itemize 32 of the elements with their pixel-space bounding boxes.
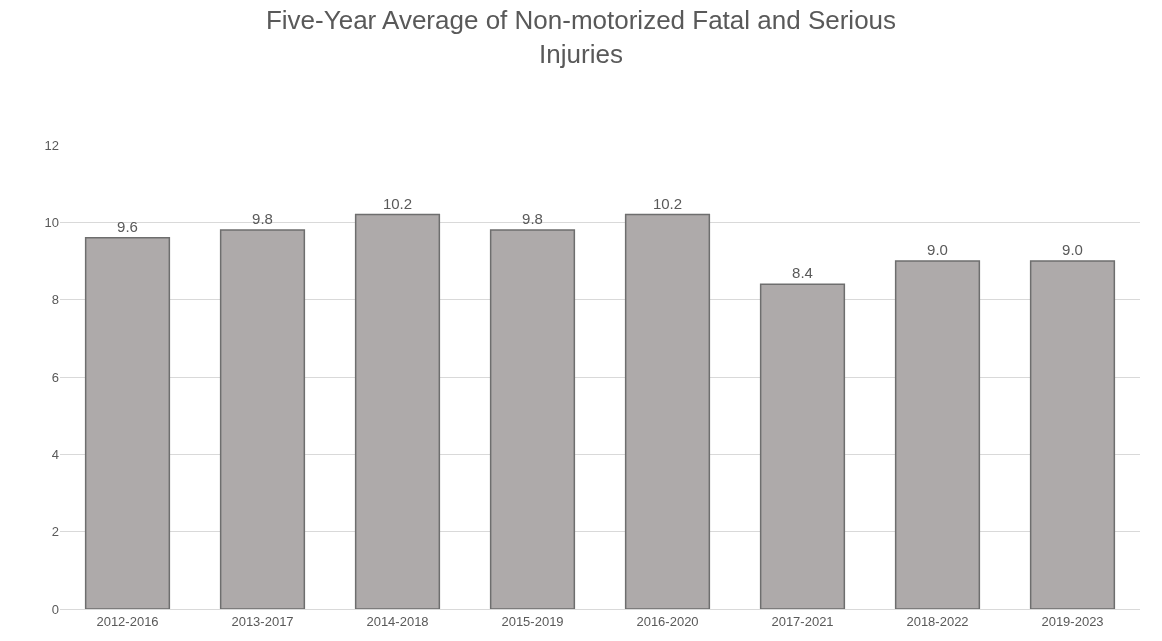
- y-tick-label: 2: [51, 524, 59, 540]
- y-tick-label: 10: [44, 214, 59, 230]
- bar: [759, 283, 846, 609]
- bar: [894, 260, 981, 609]
- data-label: 10.2: [382, 194, 413, 212]
- x-tick-label: 2015-2019: [501, 613, 564, 629]
- x-tick-label: 2019-2023: [1041, 613, 1104, 629]
- y-tick-label: 0: [51, 601, 59, 617]
- y-tick-label: 6: [51, 369, 59, 385]
- y-tick-label: 4: [51, 446, 59, 462]
- bar: [354, 213, 441, 609]
- bar: [1029, 260, 1116, 609]
- x-tick-label: 2012-2016: [96, 613, 159, 629]
- x-tick-label: 2018-2022: [906, 613, 969, 629]
- data-label: 9.6: [117, 217, 138, 235]
- data-label: 9.8: [252, 210, 273, 228]
- bar: [624, 213, 711, 609]
- x-tick-label: 2014-2018: [366, 613, 429, 629]
- data-label: 10.2: [652, 194, 683, 212]
- y-tick-label: 8: [51, 292, 59, 308]
- data-label: 9.0: [927, 241, 948, 258]
- bar: [489, 229, 576, 609]
- data-label: 9.0: [1062, 241, 1083, 258]
- chart-title: Five-Year Average of Non-motorized Fatal and Serious Injuries: [265, 4, 897, 69]
- y-tick-label: 12: [44, 137, 59, 153]
- x-tick-label: 2013-2017: [231, 613, 294, 629]
- x-tick-label: 2016-2020: [636, 613, 699, 629]
- data-label: 8.4: [792, 264, 813, 282]
- bar: [84, 237, 171, 609]
- x-tick-label: 2017-2021: [771, 613, 834, 629]
- data-label: 9.8: [522, 210, 543, 228]
- bar: [219, 229, 306, 609]
